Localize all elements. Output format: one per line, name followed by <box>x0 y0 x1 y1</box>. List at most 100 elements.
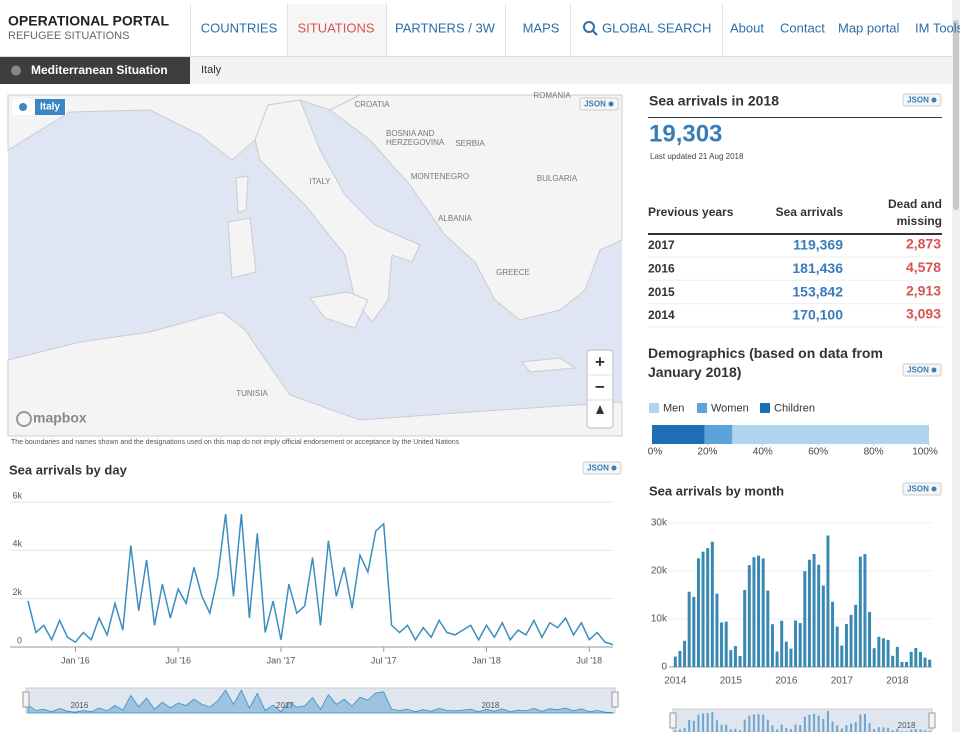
table-year: 2016 <box>648 261 675 275</box>
navigator-handle[interactable] <box>22 691 30 708</box>
navigator-bar <box>789 729 792 732</box>
bar <box>696 558 700 667</box>
zoom-out[interactable]: − <box>595 377 605 396</box>
json-link[interactable]: JSON <box>907 96 929 105</box>
x-tick-label: 80% <box>864 447 884 458</box>
map-attribution: mapbox <box>33 410 87 426</box>
bar <box>692 596 696 667</box>
json-link[interactable]: JSON <box>587 464 609 473</box>
nav-link[interactable]: GLOBAL SEARCH <box>602 20 711 35</box>
navigator-bar <box>845 725 848 732</box>
x-tick-label: 40% <box>753 447 773 458</box>
x-tick-label: 100% <box>912 447 938 458</box>
map-label: BULGARIA <box>537 174 578 183</box>
bar-segment <box>704 425 733 444</box>
land <box>329 94 623 321</box>
navigator-bar <box>924 730 927 732</box>
nav-link[interactable]: MAPS <box>523 20 560 35</box>
bar <box>729 650 733 667</box>
json-badge[interactable] <box>902 93 942 107</box>
navigator-bar <box>919 729 922 732</box>
bar <box>706 548 710 667</box>
table-header: Dead and missing <box>887 197 942 228</box>
navigator-bar <box>799 724 802 732</box>
compass[interactable] <box>596 405 604 414</box>
bar <box>914 647 918 667</box>
table-dead: 2,913 <box>906 282 941 298</box>
nav-link[interactable]: COUNTRIES <box>201 20 278 35</box>
x-tick-label: 2016 <box>775 676 798 687</box>
table-dead: 2,873 <box>906 236 941 252</box>
breadcrumb-country: Italy <box>201 64 222 76</box>
json-badge[interactable] <box>902 482 942 496</box>
zoom-in[interactable]: + <box>595 352 605 371</box>
map-disclaimer: The boundaries and names shown and the d… <box>11 439 460 446</box>
chart-title: Sea arrivals by month <box>649 483 784 498</box>
rss-icon <box>608 101 614 107</box>
y-tick-label: 30k <box>651 518 668 529</box>
navigator-bar <box>711 711 714 732</box>
bar <box>831 601 835 667</box>
x-tick-label: 2015 <box>720 676 743 687</box>
bar <box>858 556 862 667</box>
bar <box>678 650 682 667</box>
nav-link[interactable]: About <box>730 20 764 35</box>
json-link[interactable]: JSON <box>907 485 929 494</box>
navigator-label: 2017 <box>276 701 294 710</box>
navigator-handle[interactable] <box>611 691 619 708</box>
navigator-bar <box>882 727 885 732</box>
nav-link[interactable]: PARTNERS / 3W <box>395 20 496 35</box>
nav-link[interactable]: Map portal <box>838 20 900 35</box>
bar <box>905 661 909 667</box>
json-badge[interactable] <box>579 97 619 111</box>
y-tick-label: 0 <box>661 662 667 673</box>
navigator-handle[interactable] <box>669 712 677 729</box>
rss-icon <box>931 97 937 103</box>
map-label: ITALY <box>309 177 331 186</box>
navigator-bar <box>762 714 765 732</box>
legend-label: Women <box>711 402 749 414</box>
y-tick-label: 4k <box>12 539 22 549</box>
navigator-handle[interactable] <box>928 712 936 729</box>
legend-swatch <box>649 403 659 413</box>
map-label: ALBANIA <box>438 214 472 223</box>
json-link[interactable]: JSON <box>584 100 606 109</box>
breadcrumb-situation[interactable]: Mediterranean Situation <box>31 63 168 77</box>
navigator-bar <box>766 719 769 732</box>
bar <box>720 622 724 667</box>
navigator-bar <box>734 728 737 732</box>
navigator-bar <box>748 715 751 732</box>
table-year: 2017 <box>648 238 675 252</box>
bar <box>794 620 798 667</box>
bar <box>881 638 885 667</box>
bar <box>683 640 687 667</box>
navigator-bar <box>776 729 779 732</box>
line-series <box>27 514 614 646</box>
chart-title: Demographics (based on data from January… <box>648 345 883 380</box>
map-label: ROMANIA <box>533 91 571 100</box>
navigator-bar <box>822 718 825 732</box>
island <box>521 357 577 373</box>
navigator-bar <box>794 724 797 732</box>
table-dead: 4,578 <box>906 259 941 275</box>
bar <box>849 614 853 667</box>
navigator-bar <box>914 728 917 732</box>
table-arrivals: 170,100 <box>792 307 843 323</box>
y-tick-label: 20k <box>651 566 668 577</box>
json-link[interactable]: JSON <box>907 366 929 375</box>
navigator-bar <box>928 730 931 732</box>
bar <box>789 648 793 667</box>
island <box>309 291 369 329</box>
nav-link[interactable]: Contact <box>780 20 825 35</box>
navigator-bar <box>803 716 806 732</box>
nav-link[interactable]: SITUATIONS <box>297 20 374 35</box>
json-badge[interactable] <box>902 363 942 377</box>
map-badge: Italy <box>40 102 60 113</box>
nav-link[interactable]: IM Tools <box>915 20 960 35</box>
bar <box>724 621 728 667</box>
search-icon <box>592 30 598 36</box>
globe-icon <box>19 103 27 111</box>
navigator-bar <box>706 713 709 732</box>
json-badge[interactable] <box>582 461 622 475</box>
